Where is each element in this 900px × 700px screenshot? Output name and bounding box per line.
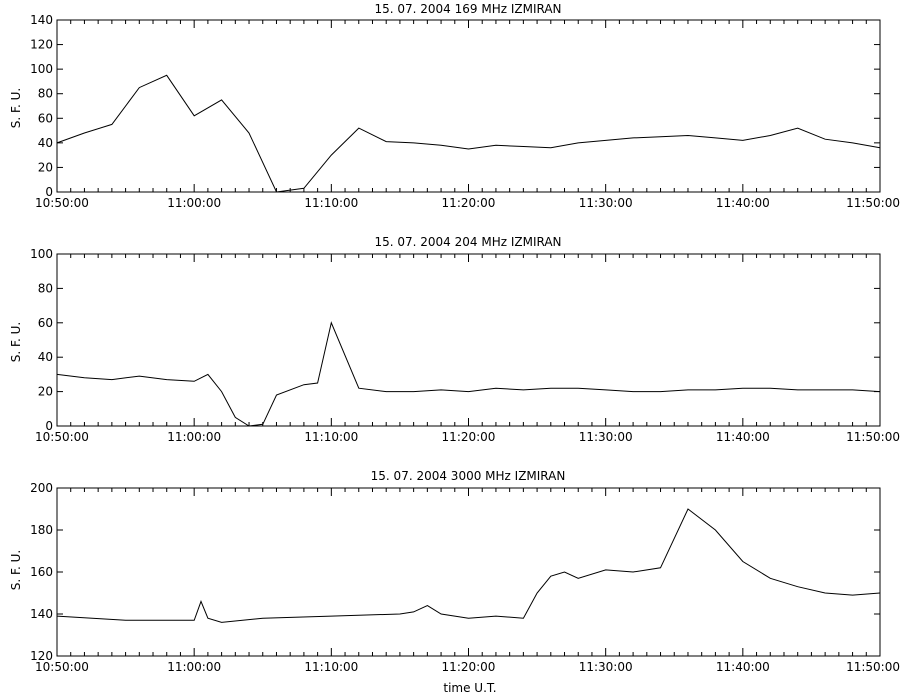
- panel-169mhz-ytick-label: 80: [38, 87, 53, 101]
- panel-204mhz-title: 15. 07. 2004 204 MHz IZMIRAN: [374, 235, 561, 249]
- panel-169mhz-xtick-label: 11:10:00: [304, 196, 358, 210]
- panel-3000mhz-xtick-label: 11:20:00: [442, 660, 496, 674]
- panel-3000mhz-series-line: [56, 508, 881, 623]
- panel-204mhz-ylabel: S. F. U.: [9, 322, 23, 362]
- panel-204mhz: 15. 07. 2004 204 MHz IZMIRAN S. F. U. 0 2…: [9, 235, 900, 444]
- panel-204mhz-ytick-label: 80: [38, 281, 53, 295]
- panel-3000mhz-xtick-label: 10:50:00: [35, 660, 89, 674]
- panel-169mhz-ytick-label: 40: [38, 136, 53, 150]
- panel-3000mhz-ytick-label: 200: [30, 481, 53, 495]
- panel-3000mhz-title: 15. 07. 2004 3000 MHz IZMIRAN: [371, 469, 566, 483]
- panel-3000mhz-ytick-label: 140: [30, 607, 53, 621]
- panel-169mhz-xtick-label: 11:40:00: [716, 196, 770, 210]
- panel-204mhz-xtick-label: 10:50:00: [35, 430, 89, 444]
- panel-169mhz-xtick-label: 11:20:00: [442, 196, 496, 210]
- panel-3000mhz-xtick-label: 11:30:00: [579, 660, 633, 674]
- panel-204mhz-ytick-label: 0: [45, 419, 53, 433]
- x-axis-label: time U.T.: [443, 681, 496, 695]
- panel-3000mhz-ytick-label: 160: [30, 565, 53, 579]
- panel-3000mhz-xtick-label: 11:00:00: [167, 660, 221, 674]
- panel-3000mhz-xtick-label: 11:10:00: [304, 660, 358, 674]
- panel-204mhz-xtick-label: 11:30:00: [579, 430, 633, 444]
- panel-3000mhz-ytick-label: 180: [30, 523, 53, 537]
- panel-169mhz-ytick-label: 140: [30, 13, 53, 27]
- panel-169mhz-ytick-label: 60: [38, 111, 53, 125]
- panel-169mhz: 15. 07. 2004 169 MHz IZMIRAN S. F. U. 0 2…: [9, 2, 900, 210]
- panel-204mhz-ytick-label: 60: [38, 316, 53, 330]
- panel-204mhz-frame: [56, 253, 881, 427]
- panel-204mhz-xtick-label: 11:00:00: [167, 430, 221, 444]
- panel-169mhz-xtick-label: 11:30:00: [579, 196, 633, 210]
- panel-169mhz-series-line: [56, 74, 881, 193]
- panel-3000mhz-frame: [56, 487, 881, 657]
- panel-169mhz-ylabel: S. F. U.: [9, 88, 23, 128]
- panel-3000mhz: 15. 07. 2004 3000 MHz IZMIRAN S. F. U. 1…: [9, 469, 900, 674]
- panel-3000mhz-xtick-label: 11:50:00: [846, 660, 900, 674]
- panel-204mhz-xtick-label: 11:10:00: [304, 430, 358, 444]
- panel-3000mhz-ylabel: S. F. U.: [9, 550, 23, 590]
- panel-169mhz-plot: 0 20 40 60 80 100 120 140 10:50:00 11:00:00 11:10:…: [30, 13, 900, 210]
- panel-3000mhz-xtick-label: 11:40:00: [716, 660, 770, 674]
- panel-3000mhz-plot: 120 140 160 180 200 10:50:00 11:00:00 11:10:00 1…: [30, 481, 900, 674]
- panel-204mhz-xtick-label: 11:40:00: [716, 430, 770, 444]
- panel-169mhz-ytick-label: 20: [38, 160, 53, 174]
- panel-204mhz-xtick-label: 11:50:00: [846, 430, 900, 444]
- panel-204mhz-ytick-label: 100: [30, 247, 53, 261]
- panel-204mhz-xtick-label: 11:20:00: [442, 430, 496, 444]
- panel-204mhz-series-line: [56, 321, 881, 427]
- panel-169mhz-xtick-label: 11:50:00: [846, 196, 900, 210]
- panel-169mhz-xtick-label: 10:50:00: [35, 196, 89, 210]
- panel-204mhz-plot: 0 20 40 60 80 100 10:50:00 11:00:00 11:10:00 11:2…: [30, 247, 900, 444]
- panel-169mhz-xtick-label: 11:00:00: [167, 196, 221, 210]
- panel-169mhz-ytick-label: 120: [30, 38, 53, 52]
- panel-169mhz-ytick-label: 0: [45, 185, 53, 199]
- panel-204mhz-ytick-label: 20: [38, 385, 53, 399]
- panel-169mhz-frame: [56, 19, 881, 193]
- panel-204mhz-ytick-label: 40: [38, 350, 53, 364]
- panel-169mhz-title: 15. 07. 2004 169 MHz IZMIRAN: [374, 2, 561, 16]
- panel-169mhz-ytick-label: 100: [30, 62, 53, 76]
- panel-3000mhz-ytick-label: 120: [30, 649, 53, 663]
